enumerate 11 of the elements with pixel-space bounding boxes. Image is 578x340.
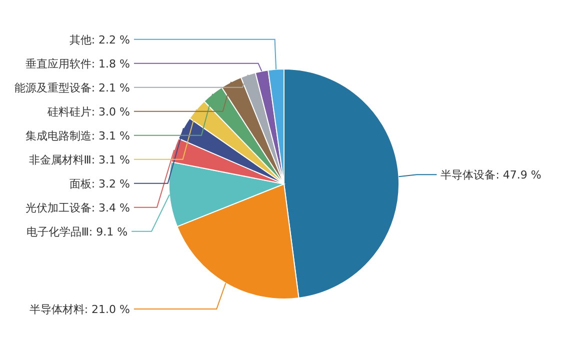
slice-label: 半导体材料: 21.0 % [29, 303, 130, 316]
slice-label: 能源及重型设备: 2.1 % [14, 81, 130, 94]
slice-label: 电子化学品Ⅲ: 9.1 % [26, 225, 128, 238]
slice-label: 光伏加工设备: 3.4 % [25, 201, 130, 214]
slice-label: 硅料硅片: 3.0 % [46, 105, 130, 118]
slice-label: 非金属材料Ⅲ: 3.1 % [28, 153, 130, 166]
slice-label: 半导体设备: 47.9 % [440, 168, 542, 182]
slice-label: 其他: 2.2 % [69, 33, 130, 46]
slice-label: 集成电路制造: 3.1 % [25, 129, 130, 142]
slice-label: 垂直应用软件: 1.8 % [25, 57, 130, 70]
slice-label: 面板: 3.2 % [69, 177, 130, 190]
